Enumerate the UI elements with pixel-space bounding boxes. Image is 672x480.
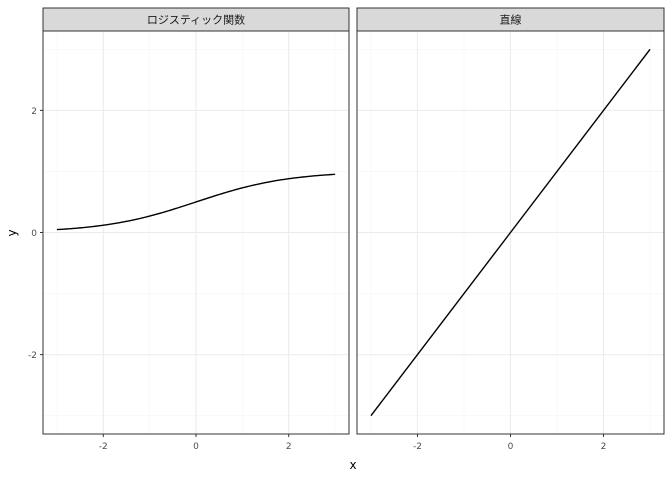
y-tick-label: 2 <box>31 107 37 117</box>
x-tick-label: -2 <box>413 442 422 452</box>
y-axis-title: y <box>5 229 19 236</box>
panel-1: ロジスティック関数 <box>42 7 350 435</box>
x-tick-label: 2 <box>286 442 292 452</box>
strip-title-1: ロジスティック関数 <box>147 14 245 27</box>
strip-1 <box>42 7 350 32</box>
x-tick-label: -2 <box>99 442 108 452</box>
y-tick-label: -2 <box>28 351 37 361</box>
x-tick-label: 2 <box>601 442 607 452</box>
axes-layer: -2 0 2 -2 0 2 -2 0 2 <box>28 107 606 452</box>
series-line-1 <box>56 173 336 231</box>
y-tick-label: 0 <box>31 229 37 239</box>
series-line-2 <box>370 48 651 417</box>
panels-layer: ロジスティック関数 直線 <box>42 7 665 435</box>
strip-2 <box>356 7 665 32</box>
x-tick-label: 0 <box>193 442 199 452</box>
x-axis-title: x <box>349 458 356 472</box>
strip-title-2: 直線 <box>500 13 522 27</box>
x-tick-label: 0 <box>508 442 514 452</box>
panel-2: 直線 <box>356 7 665 435</box>
